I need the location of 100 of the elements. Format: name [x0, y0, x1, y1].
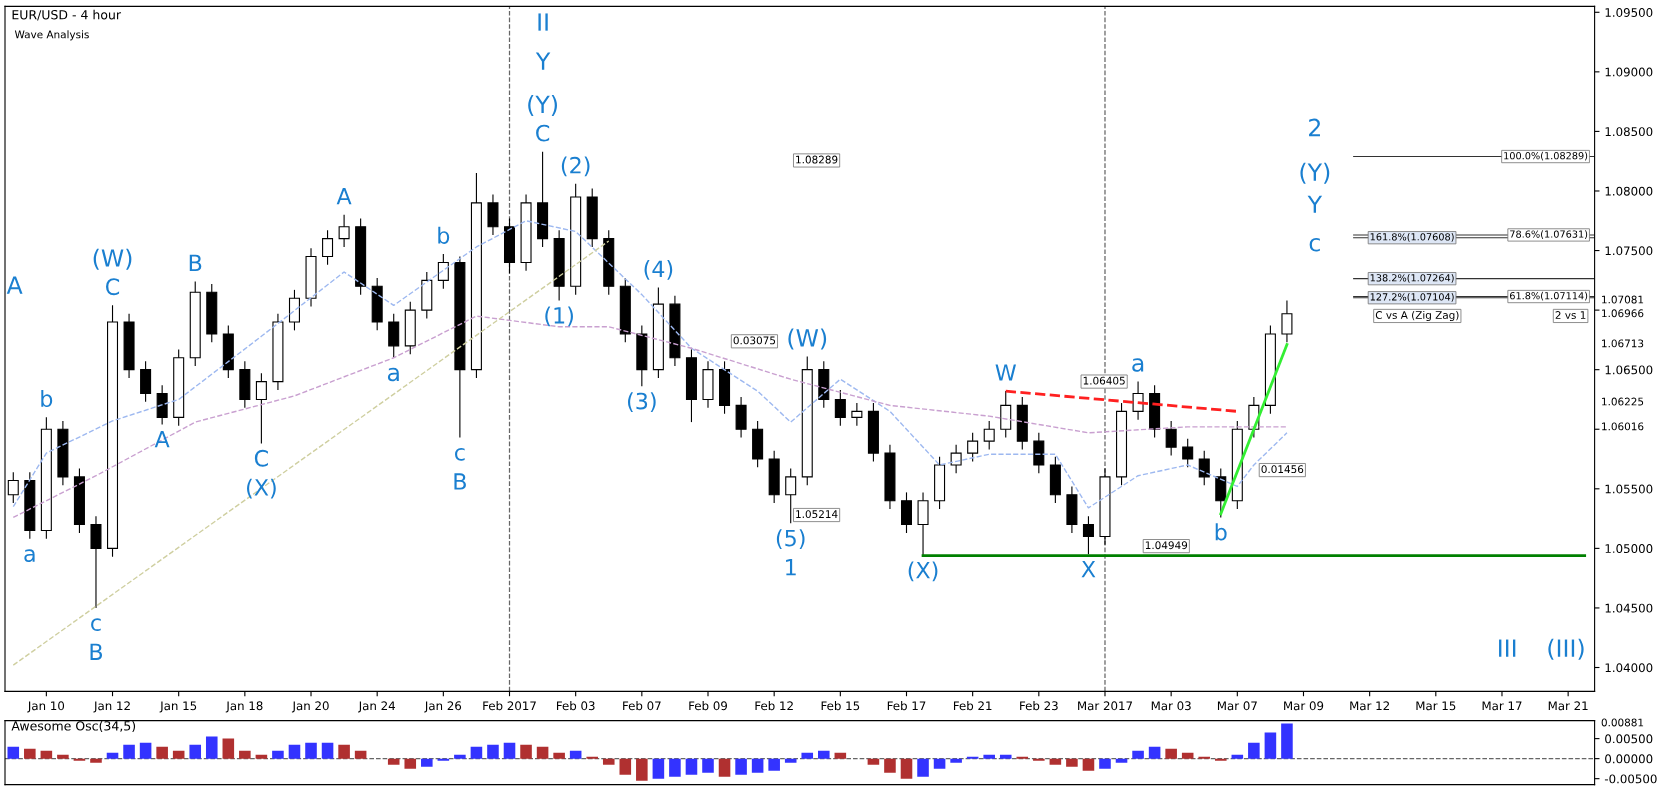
annotation: B — [189, 254, 202, 271]
candlestick — [1198, 450, 1210, 486]
candlestick — [1082, 515, 1094, 555]
annotation: c — [91, 618, 101, 632]
annotation: (Y) — [528, 95, 557, 117]
bar — [470, 746, 483, 759]
y-tick-label: -0.00500 — [1604, 774, 1657, 784]
text: 0.00881 — [1601, 718, 1644, 727]
annotation: (2) — [561, 156, 590, 177]
annotation: b — [41, 389, 53, 408]
bar — [454, 754, 466, 759]
bar — [205, 736, 218, 759]
candlestick — [322, 229, 334, 266]
bar — [536, 746, 549, 759]
bar — [7, 746, 20, 759]
bar — [933, 758, 946, 769]
candlestick — [487, 194, 499, 236]
bar — [172, 750, 185, 759]
x-tick-label: Mar 15 — [1416, 701, 1456, 711]
x-tick-label: Feb 2017 — [483, 701, 536, 711]
y-tick-label: 1.08500 — [1605, 127, 1653, 137]
x-tick-label: Jan 18 — [225, 701, 263, 713]
y-tick-label: 1.09000 — [1605, 67, 1653, 77]
bar — [189, 744, 202, 759]
bar — [619, 758, 632, 775]
candlestick — [900, 491, 913, 534]
candlestick — [735, 396, 747, 439]
bar — [1248, 742, 1260, 759]
candlestick — [1000, 390, 1012, 439]
annotation: C vs A (Zig Zag) — [1375, 310, 1459, 321]
annotation: (W) — [93, 248, 132, 270]
annotation: III — [1499, 639, 1516, 657]
candlestick — [338, 214, 350, 248]
annotation: (3) — [628, 392, 656, 413]
bar — [1198, 756, 1211, 759]
bar — [900, 758, 913, 779]
ref-line-label: 61.8%(1.07114) — [1509, 291, 1588, 301]
ref-line-label: 78.6%(1.07631) — [1510, 230, 1588, 239]
x-tick-label: Mar 07 — [1217, 701, 1257, 711]
bar — [255, 754, 268, 759]
annotation: (X) — [247, 478, 276, 499]
x-tick-label: Feb 23 — [1020, 701, 1058, 711]
annotation: (5) — [776, 529, 805, 550]
bar — [1099, 758, 1111, 769]
annotation: c — [455, 447, 465, 461]
candlestick — [1182, 438, 1194, 468]
annotation: 1 — [786, 559, 796, 576]
annotation: A — [336, 188, 352, 205]
bar — [222, 738, 235, 759]
bar — [1082, 758, 1095, 771]
bar — [354, 750, 367, 759]
bar — [1115, 758, 1128, 763]
text: 1.06713 — [1602, 339, 1644, 348]
x-tick-label: Feb 15 — [821, 701, 860, 711]
text: 1.07081 — [1602, 295, 1644, 304]
y-tick-label: 1.06500 — [1605, 365, 1653, 375]
y-tick-label: 0.00000 — [1605, 754, 1653, 764]
bar — [1066, 758, 1078, 767]
candlestick — [785, 468, 797, 524]
bar — [57, 754, 69, 759]
candlestick — [851, 402, 863, 427]
bar — [321, 742, 334, 759]
annotation: a — [1132, 358, 1144, 372]
bar — [751, 758, 764, 773]
bar — [884, 758, 896, 773]
bar — [685, 758, 698, 775]
annotation: 1.08289 — [796, 155, 838, 164]
y-tick-label: 1.04500 — [1605, 603, 1653, 613]
x-tick-label: Mar 09 — [1284, 701, 1324, 711]
y-tick-label: 1.04000 — [1605, 663, 1653, 673]
candlestick — [388, 313, 400, 359]
x-tick-label: Mar 17 — [1482, 701, 1522, 711]
bar — [437, 758, 450, 761]
bar — [818, 750, 830, 759]
candlestick — [950, 444, 962, 474]
annotation: C — [254, 449, 268, 467]
bar — [652, 758, 665, 779]
bar — [784, 758, 797, 763]
x-tick-label: Mar 03 — [1151, 701, 1191, 711]
text: 1.06016 — [1602, 422, 1644, 431]
bar — [569, 750, 582, 759]
annotation: a — [24, 549, 35, 562]
bar — [387, 758, 400, 765]
bar — [553, 752, 565, 759]
bar — [602, 758, 615, 765]
x-tick-label: Mar 2017 — [1078, 701, 1133, 711]
candlestick — [917, 491, 929, 557]
annotation: a — [387, 367, 399, 382]
y-tick-label: 1.05500 — [1605, 484, 1653, 494]
bar — [139, 742, 152, 759]
candlestick — [7, 471, 19, 504]
x-tick-label: Mar 12 — [1350, 701, 1389, 711]
bar — [834, 752, 847, 759]
candlestick — [967, 432, 979, 462]
bar — [123, 744, 135, 759]
ref-line-label: 100.0%(1.08289) — [1504, 151, 1588, 161]
annotation: (W) — [788, 328, 827, 350]
x-tick-label: Feb 09 — [689, 701, 728, 711]
bar — [106, 752, 119, 759]
bar — [636, 758, 648, 781]
